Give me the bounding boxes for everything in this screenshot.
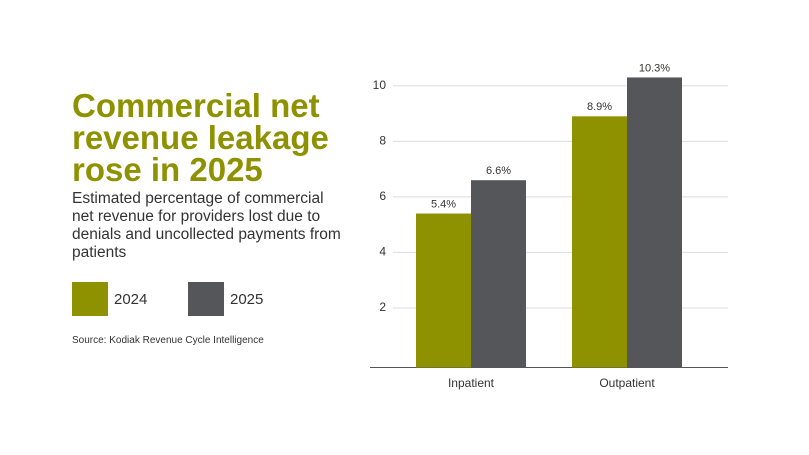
bar [471, 180, 526, 368]
chart-title: Commercial net revenue leakage rose in 2… [72, 87, 329, 188]
y-tick-label: 2 [379, 300, 386, 314]
bar [416, 213, 471, 368]
x-tick-label: Inpatient [448, 376, 495, 390]
y-tick-label: 8 [379, 133, 386, 147]
legend-label: 2024 [114, 290, 148, 308]
value-label: 8.9% [587, 101, 612, 113]
value-label: 10.3% [639, 62, 670, 74]
legend-swatch [72, 282, 108, 316]
chart-subtitle: Estimated percentage of commercial net r… [72, 190, 341, 261]
source-note: Source: Kodiak Revenue Cycle Intelligenc… [72, 335, 264, 346]
bar [627, 77, 682, 368]
value-label: 5.4% [431, 198, 456, 210]
x-tick-label: Outpatient [599, 376, 655, 390]
legend-item: 2025 [188, 282, 263, 316]
y-tick-label: 10 [373, 78, 387, 92]
legend-item: 2024 [72, 282, 147, 316]
y-tick-label: 4 [379, 245, 386, 259]
value-label: 6.6% [486, 165, 511, 177]
legend-label: 2025 [230, 290, 264, 308]
legend-swatch [188, 282, 224, 316]
y-tick-label: 6 [379, 189, 386, 203]
bar [572, 116, 627, 368]
